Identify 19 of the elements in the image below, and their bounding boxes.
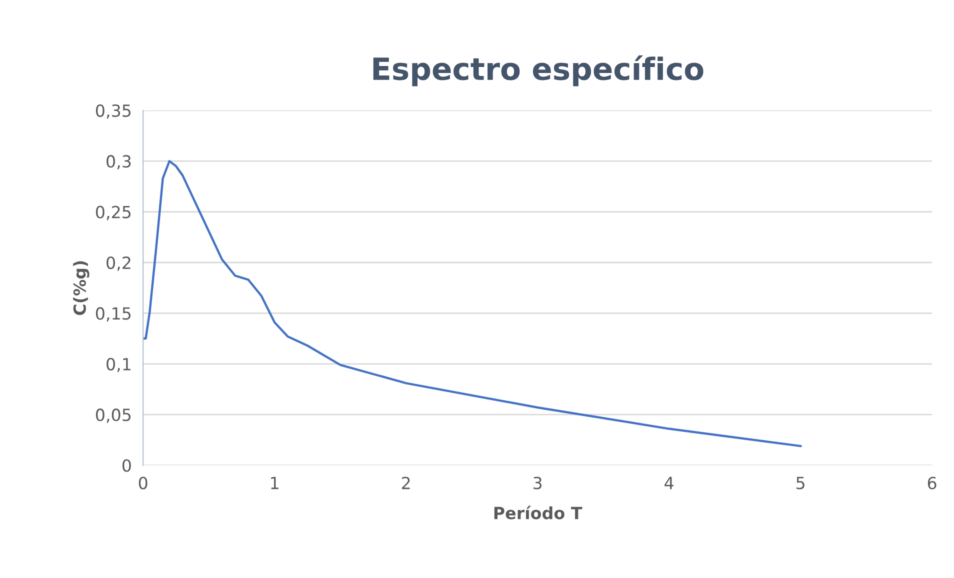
- y-axis-title: C(%g): [73, 261, 90, 316]
- y-tick-label: 0,15: [96, 307, 131, 322]
- y-tick-label: 0,2: [106, 256, 130, 271]
- x-tick-label: 2: [402, 476, 410, 490]
- line-series: [143, 160, 802, 448]
- x-tick-label: 3: [534, 476, 542, 490]
- y-tick-label: 0,05: [96, 408, 131, 423]
- x-axis-title: Período T: [494, 506, 582, 520]
- x-tick-label: 4: [664, 476, 674, 490]
- y-tick-label: 0,25: [96, 206, 131, 220]
- y-tick-label: 0,35: [96, 104, 131, 119]
- x-tick-label: 6: [928, 476, 936, 490]
- x-tick-label: 0: [138, 476, 148, 490]
- y-tick-label: 0: [122, 459, 131, 472]
- y-tick-label: 0,1: [106, 358, 130, 372]
- chart-title: Espectro específico: [373, 55, 704, 86]
- y-tick-label: 0,3: [106, 155, 131, 170]
- x-tick-label: 5: [796, 476, 804, 490]
- x-tick-label: 1: [271, 476, 278, 490]
